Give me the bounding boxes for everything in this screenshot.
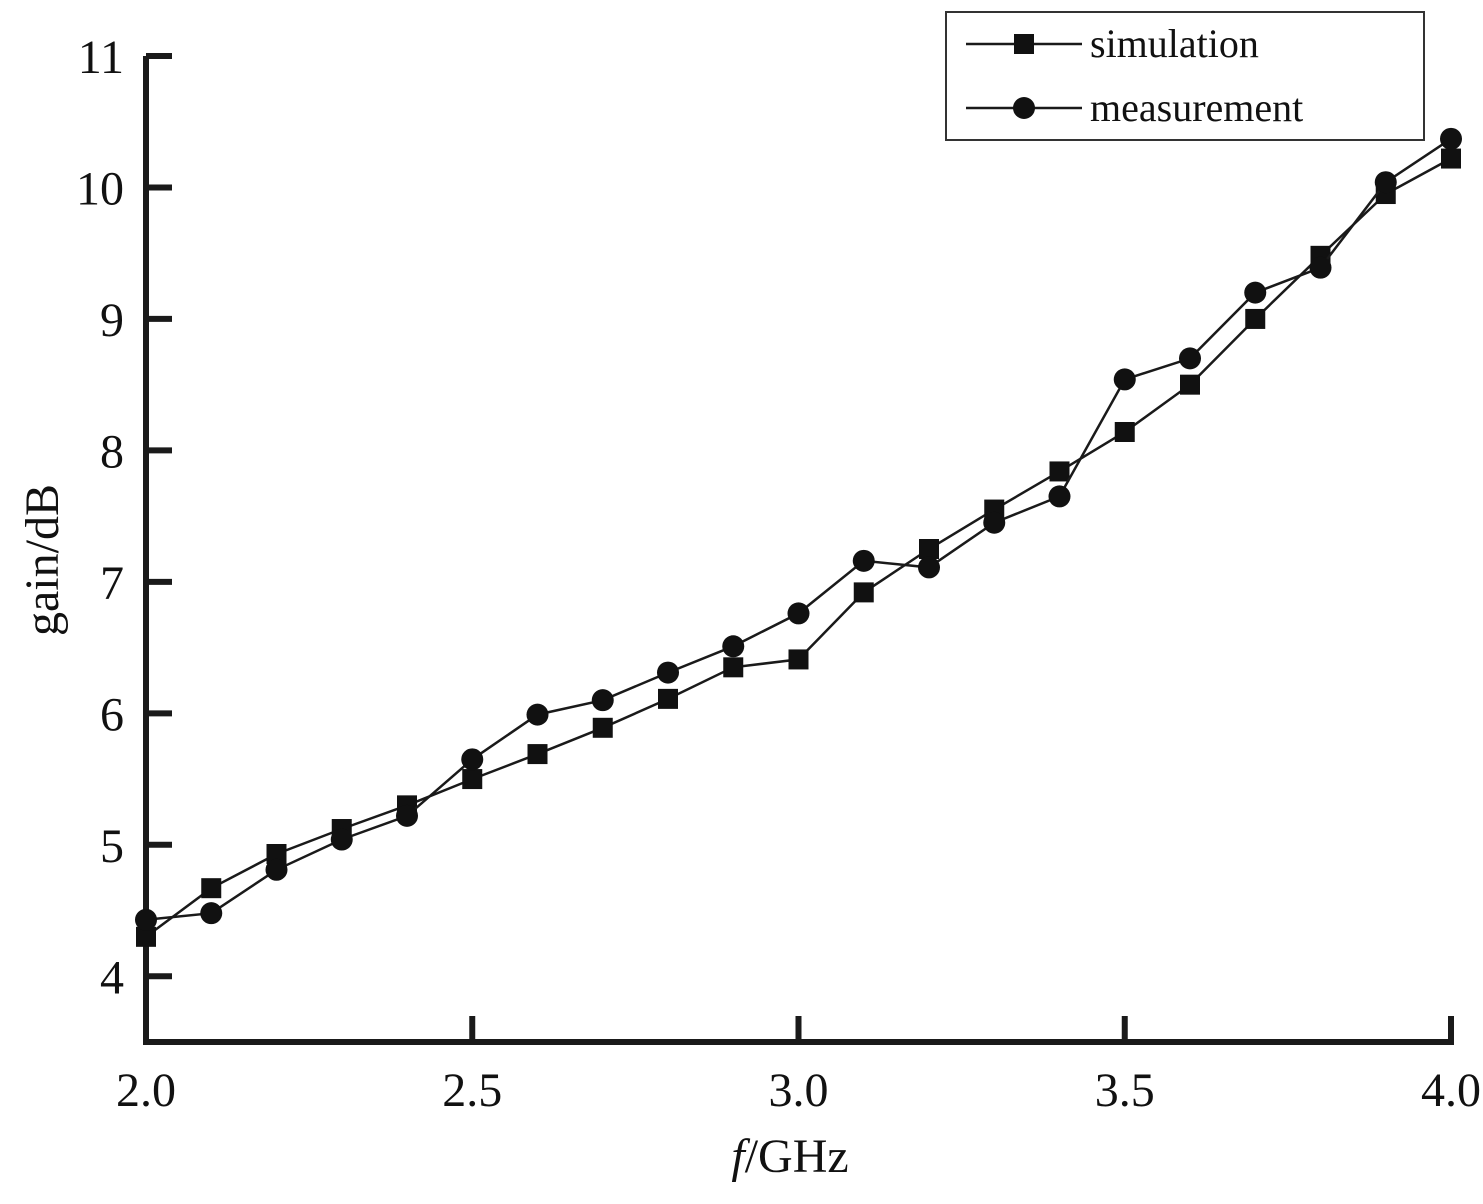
- data-point-simulation: [527, 744, 548, 765]
- data-point-measurement: [657, 661, 679, 684]
- x-tick-label: 2.0: [116, 1064, 176, 1117]
- series-layer: [135, 127, 1462, 947]
- legend-item-simulation: simulation: [966, 21, 1259, 66]
- legend-item-measurement: measurement: [966, 85, 1303, 130]
- x-tick-label: 3.0: [769, 1064, 829, 1117]
- y-tick-label: 5: [100, 820, 124, 873]
- data-point-simulation: [462, 769, 483, 790]
- data-point-measurement: [1048, 485, 1071, 508]
- data-point-measurement: [1374, 171, 1397, 194]
- y-tick-label: 11: [78, 31, 124, 84]
- series-measurement: [135, 127, 1462, 931]
- legend-marker-simulation: [1014, 34, 1034, 54]
- data-point-measurement: [852, 549, 875, 572]
- data-point-measurement: [1440, 127, 1462, 150]
- x-tick-label: 3.5: [1095, 1064, 1155, 1117]
- data-point-measurement: [396, 804, 418, 827]
- data-point-simulation: [723, 657, 744, 678]
- data-point-simulation: [788, 649, 809, 670]
- y-tick-label: 4: [100, 951, 124, 1004]
- legend: simulation measurement: [945, 11, 1425, 141]
- data-point-simulation: [919, 539, 939, 559]
- y-tick-label: 8: [100, 425, 124, 478]
- data-point-measurement: [461, 748, 484, 771]
- data-point-measurement: [526, 703, 549, 726]
- series-line-measurement: [145, 137, 1452, 921]
- data-point-simulation: [1180, 374, 1200, 395]
- data-point-simulation: [592, 717, 613, 738]
- x-axis-label-unit: /GHz: [745, 1130, 849, 1183]
- y-tick-label: 7: [100, 557, 124, 610]
- data-point-measurement: [591, 689, 614, 712]
- data-point-simulation: [1441, 148, 1461, 169]
- data-point-measurement: [1113, 368, 1136, 391]
- data-point-measurement: [135, 908, 157, 931]
- data-point-simulation: [136, 926, 156, 947]
- data-point-measurement: [918, 556, 940, 579]
- data-point-measurement: [200, 902, 223, 925]
- data-point-measurement: [265, 858, 288, 881]
- data-point-simulation: [658, 688, 678, 709]
- data-point-measurement: [983, 511, 1006, 534]
- legend-label-measurement: measurement: [1090, 85, 1303, 130]
- legend-label-simulation: simulation: [1090, 21, 1259, 66]
- data-point-simulation: [201, 878, 222, 899]
- data-point-simulation: [1114, 421, 1135, 442]
- data-point-measurement: [330, 828, 353, 851]
- x-axis-label: f/GHz: [731, 1130, 848, 1183]
- y-tick-label: 9: [100, 294, 124, 347]
- y-tick-label: 10: [76, 162, 124, 215]
- x-tick-label: 4.0: [1421, 1064, 1481, 1117]
- y-axis-label: gain/dB: [16, 484, 69, 636]
- x-tick-label: 2.5: [442, 1064, 502, 1117]
- data-point-measurement: [787, 602, 810, 625]
- data-point-simulation: [1049, 461, 1070, 482]
- data-point-measurement: [1244, 281, 1267, 304]
- data-point-simulation: [853, 582, 874, 603]
- y-tick-label: 6: [100, 688, 124, 741]
- data-point-measurement: [722, 635, 745, 658]
- data-point-measurement: [1179, 347, 1201, 370]
- data-point-simulation: [266, 844, 287, 865]
- data-point-simulation: [1245, 308, 1266, 329]
- data-point-measurement: [1309, 256, 1332, 279]
- series-simulation: [136, 148, 1461, 947]
- axes: 4 5 6 7 8 9 10 11 2.0 2.5 3.0 3.5 4.0: [76, 31, 1481, 1117]
- legend-marker-measurement: [1013, 97, 1035, 119]
